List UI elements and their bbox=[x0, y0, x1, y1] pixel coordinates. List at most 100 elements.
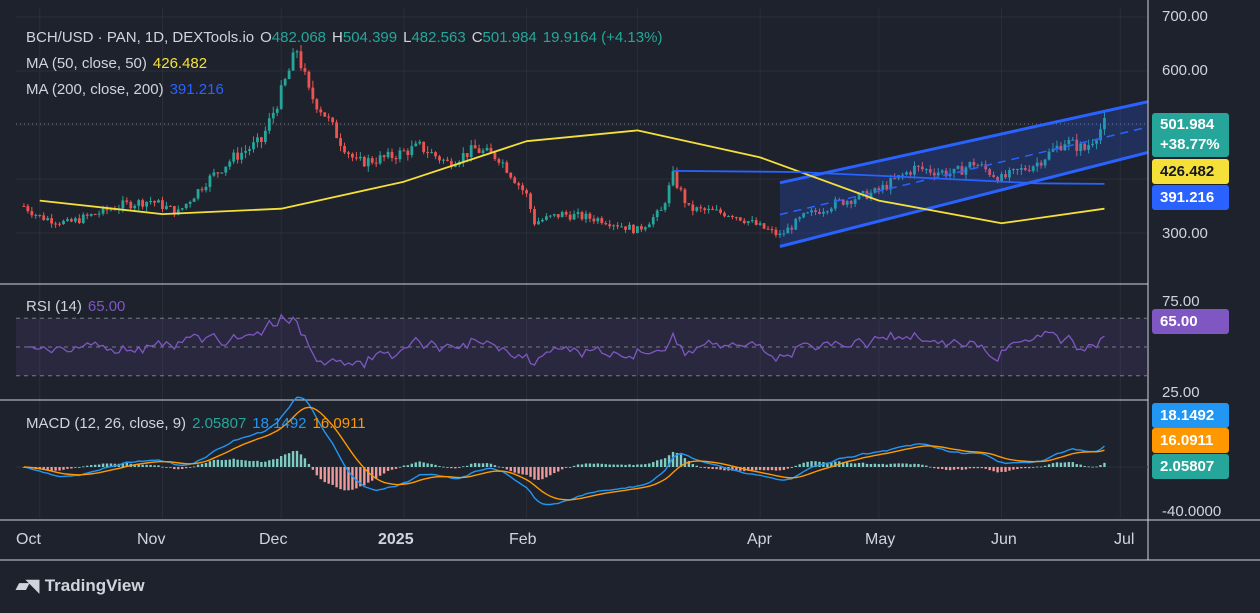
macd-hist-bar bbox=[157, 465, 160, 467]
candle-body bbox=[901, 174, 905, 176]
macd-hist-bar bbox=[596, 463, 600, 467]
tradingview-logo[interactable]: ▰◥ TradingView bbox=[16, 576, 145, 596]
candle-body bbox=[845, 201, 849, 205]
candle-body bbox=[42, 215, 46, 221]
macd-hist-bar bbox=[481, 463, 485, 467]
macd-hist-bar bbox=[240, 459, 243, 467]
candle-body bbox=[517, 183, 521, 186]
macd-hist-bar bbox=[853, 463, 857, 467]
macd-hist-bar bbox=[933, 467, 936, 469]
macd-hist-bar bbox=[612, 464, 615, 467]
candle-body bbox=[972, 162, 976, 166]
channel-median bbox=[779, 126, 1148, 216]
candle-body bbox=[378, 155, 382, 164]
candle-body bbox=[307, 71, 311, 88]
candle-body bbox=[905, 172, 908, 175]
macd-hist-bar bbox=[572, 465, 576, 467]
candle-body bbox=[968, 162, 972, 168]
candle-body bbox=[683, 189, 687, 204]
candle-body bbox=[196, 189, 200, 199]
candle-body bbox=[659, 209, 663, 211]
high-label: H bbox=[332, 29, 343, 46]
candle-body bbox=[917, 165, 920, 167]
candle-body bbox=[909, 172, 912, 175]
macd-hist-bar bbox=[600, 463, 603, 467]
candle-body bbox=[315, 99, 319, 110]
macd-hist-bar bbox=[86, 465, 89, 467]
ma50-line bbox=[39, 129, 1105, 225]
candle-body bbox=[30, 211, 34, 216]
candle-body bbox=[390, 151, 394, 159]
macd-hist-bar bbox=[604, 464, 607, 467]
macd-legend: MACD (12, 26, close, 9) 2.05807 18.1492 16.… bbox=[26, 415, 372, 432]
candle-body bbox=[723, 212, 726, 217]
macd-hist-bar bbox=[790, 467, 793, 468]
candle-body bbox=[869, 192, 873, 199]
ma50-value: 426.482 bbox=[152, 55, 208, 72]
candle-body bbox=[885, 184, 889, 190]
low-label: L bbox=[403, 29, 412, 46]
candle-body bbox=[814, 210, 817, 212]
candle-body bbox=[263, 130, 267, 142]
macd-hist-bar bbox=[1095, 466, 1098, 468]
macd-hist-bar bbox=[422, 462, 425, 467]
macd-hist-bar bbox=[462, 466, 465, 468]
macd-hist-bar bbox=[1091, 466, 1094, 468]
candle-body bbox=[770, 229, 774, 231]
macd-hist-bar bbox=[557, 467, 560, 472]
candle-body bbox=[149, 201, 152, 203]
open-label: O bbox=[260, 29, 272, 46]
candle-body bbox=[576, 212, 580, 214]
candle-body bbox=[806, 212, 810, 214]
macd-hist-bar bbox=[861, 462, 865, 467]
macd-hist-bar bbox=[533, 467, 536, 480]
candle-body bbox=[794, 218, 798, 230]
ma50-label: MA (50, close, 50) bbox=[26, 55, 147, 72]
macd-hist-bar bbox=[735, 467, 738, 471]
candle-body bbox=[236, 152, 240, 160]
candle-body bbox=[240, 152, 244, 160]
macd-hist-bar bbox=[644, 464, 647, 467]
candle-body bbox=[125, 200, 129, 202]
macd-hist-bar bbox=[173, 467, 176, 470]
time-tick-jul: Jul bbox=[1114, 531, 1135, 548]
rsi-label: RSI (14) bbox=[26, 298, 82, 315]
macd-hist-bar bbox=[418, 461, 421, 467]
macd-hist-bar bbox=[549, 467, 552, 476]
candle-body bbox=[940, 170, 944, 173]
candle-body bbox=[331, 117, 335, 123]
macd-hist-bar bbox=[766, 467, 770, 471]
macd-hist-bar bbox=[869, 464, 873, 467]
macd-hist-bar bbox=[794, 465, 797, 467]
candle-body bbox=[410, 146, 414, 156]
candle-body bbox=[97, 213, 101, 215]
candle-body bbox=[402, 150, 406, 152]
macd-hist-bar bbox=[82, 466, 85, 468]
macd-hist-bar bbox=[50, 467, 53, 471]
macd-hist-bar bbox=[754, 467, 758, 471]
candle-body bbox=[141, 200, 145, 207]
candle-body bbox=[639, 226, 643, 230]
macd-hist-bar bbox=[343, 467, 346, 491]
price-badge-value: 501.984 bbox=[1160, 116, 1215, 133]
macd-hist-bar bbox=[153, 465, 156, 467]
channel-upper bbox=[779, 100, 1148, 185]
macd-hist-bar bbox=[750, 467, 754, 471]
candle-body bbox=[81, 214, 85, 224]
macd-hist-bar bbox=[632, 465, 635, 467]
macd-hist-bar bbox=[1035, 466, 1039, 468]
macd-hist-bar bbox=[683, 458, 687, 467]
candle-body bbox=[750, 220, 754, 222]
candle-body bbox=[992, 175, 996, 178]
candle-body bbox=[881, 184, 885, 190]
candle-body bbox=[913, 165, 916, 175]
macd-hist-bar bbox=[620, 464, 623, 467]
macd-hist-bar bbox=[299, 454, 303, 467]
candle-body bbox=[275, 108, 279, 113]
ma200-label: MA (200, close, 200) bbox=[26, 81, 164, 98]
macd-hist-bar bbox=[529, 467, 532, 477]
macd-hist-bar bbox=[398, 466, 402, 468]
macd-hist-bar bbox=[592, 463, 596, 467]
macd-hist-bar bbox=[327, 467, 330, 484]
